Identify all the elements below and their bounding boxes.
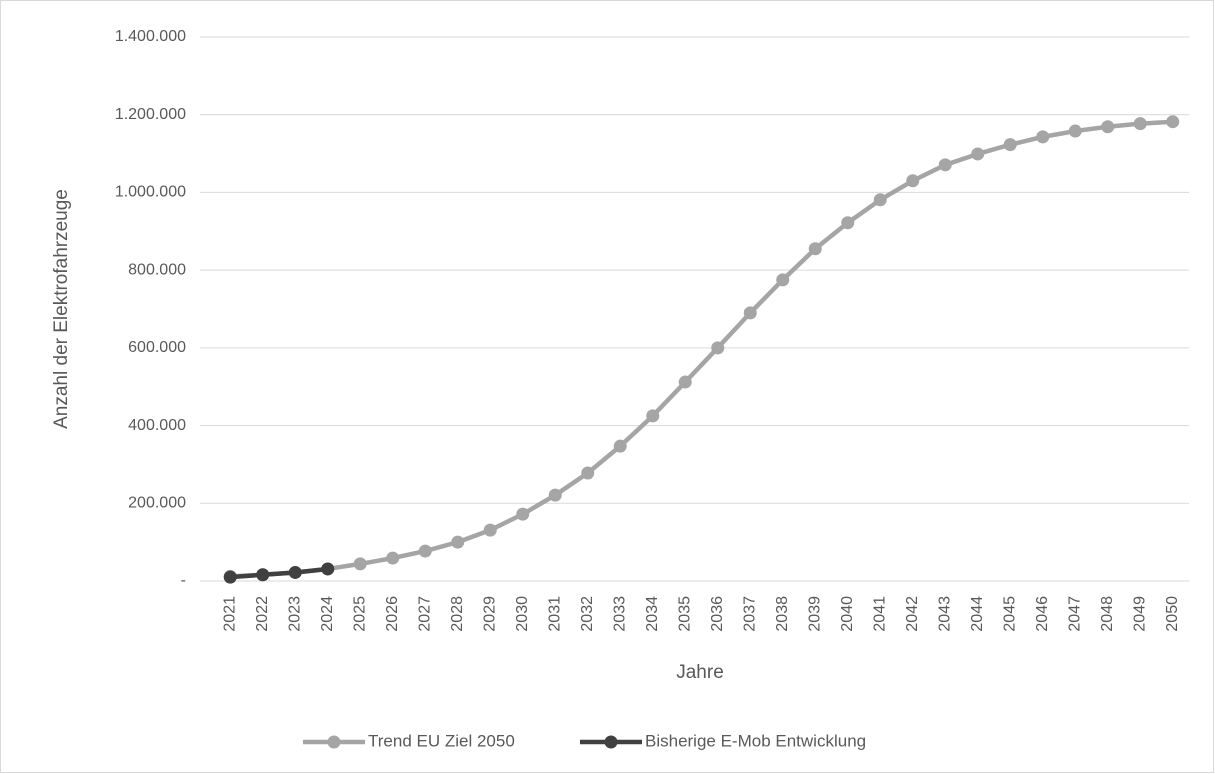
data-point: [971, 147, 985, 161]
x-tick-label: 2022: [254, 596, 271, 632]
x-tick-label: 2037: [741, 596, 758, 632]
data-point: [451, 535, 465, 549]
data-point: [483, 523, 497, 537]
x-tick-label: 2041: [871, 596, 888, 632]
x-tick-label: 2044: [969, 596, 986, 632]
data-point: [516, 507, 530, 521]
y-axis-title: Anzahl der Elektrofahrzeuge: [51, 189, 72, 429]
data-point: [906, 174, 920, 188]
x-tick-label: 2039: [806, 596, 823, 632]
data-point: [288, 565, 302, 579]
legend-text: Trend EU Ziel 2050: [368, 731, 515, 750]
x-tick-label: 2032: [579, 596, 596, 632]
y-tick-label: 1.000.000: [115, 184, 186, 201]
x-tick-label: 2049: [1131, 596, 1148, 632]
x-tick-label: 2025: [351, 596, 368, 632]
x-tick-label: 2034: [644, 596, 661, 632]
x-tick-label: 2045: [1001, 596, 1018, 632]
x-tick-label: 2023: [286, 596, 303, 632]
data-point: [678, 375, 692, 389]
y-tick-label: -: [181, 572, 186, 589]
x-tick-label: 2024: [319, 596, 336, 632]
x-tick-label: 2043: [936, 596, 953, 632]
legend-marker: [604, 735, 618, 749]
data-point: [581, 466, 595, 480]
data-point: [808, 242, 822, 256]
y-tick-label: 400.000: [128, 417, 186, 434]
x-tick-label: 2031: [546, 596, 563, 632]
x-tick-label: 2030: [514, 596, 531, 632]
data-point: [1166, 115, 1180, 129]
data-point: [613, 439, 627, 453]
x-tick-label: 2046: [1034, 596, 1051, 632]
y-tick-label: 800.000: [128, 261, 186, 278]
x-tick-label: 2035: [676, 596, 693, 632]
data-point: [711, 341, 725, 355]
y-tick-label: 600.000: [128, 339, 186, 356]
data-point: [1036, 130, 1050, 144]
data-point: [646, 409, 660, 423]
data-point: [938, 158, 952, 172]
data-point: [223, 570, 237, 584]
x-tick-label: 2050: [1164, 596, 1181, 632]
x-axis-title: Jahre: [676, 662, 724, 683]
data-point: [418, 544, 432, 558]
x-tick-label: 2040: [839, 596, 856, 632]
data-point: [353, 557, 367, 571]
x-tick-label: 2042: [904, 596, 921, 632]
series-line: [230, 566, 328, 580]
x-tick-label: 2047: [1066, 596, 1083, 632]
data-point: [776, 273, 790, 287]
x-tick-label: 2027: [416, 596, 433, 632]
data-point: [873, 193, 887, 207]
data-point: [386, 551, 400, 565]
x-tick-label: 2036: [709, 596, 726, 632]
x-tick-label: 2028: [449, 596, 466, 632]
y-tick-label: 200.000: [128, 495, 186, 512]
x-tick-label: 2033: [611, 596, 628, 632]
data-point: [548, 488, 562, 502]
data-point: [1003, 138, 1017, 152]
y-tick-label: 1.400.000: [115, 28, 186, 45]
y-tick-label: 1.200.000: [115, 106, 186, 123]
x-tick-label: 2048: [1099, 596, 1116, 632]
data-point: [743, 306, 757, 320]
data-point: [841, 216, 855, 230]
x-tick-label: 2038: [774, 596, 791, 632]
data-point: [1133, 117, 1147, 131]
data-point: [321, 562, 335, 576]
x-tick-label: 2026: [384, 596, 401, 632]
legend-marker: [327, 735, 341, 749]
data-point: [256, 568, 270, 582]
legend-text: Bisherige E-Mob Entwicklung: [645, 731, 866, 750]
x-tick-label: 2021: [221, 596, 238, 632]
data-point: [1101, 120, 1115, 134]
x-tick-label: 2029: [481, 596, 498, 632]
data-point: [1068, 124, 1082, 138]
